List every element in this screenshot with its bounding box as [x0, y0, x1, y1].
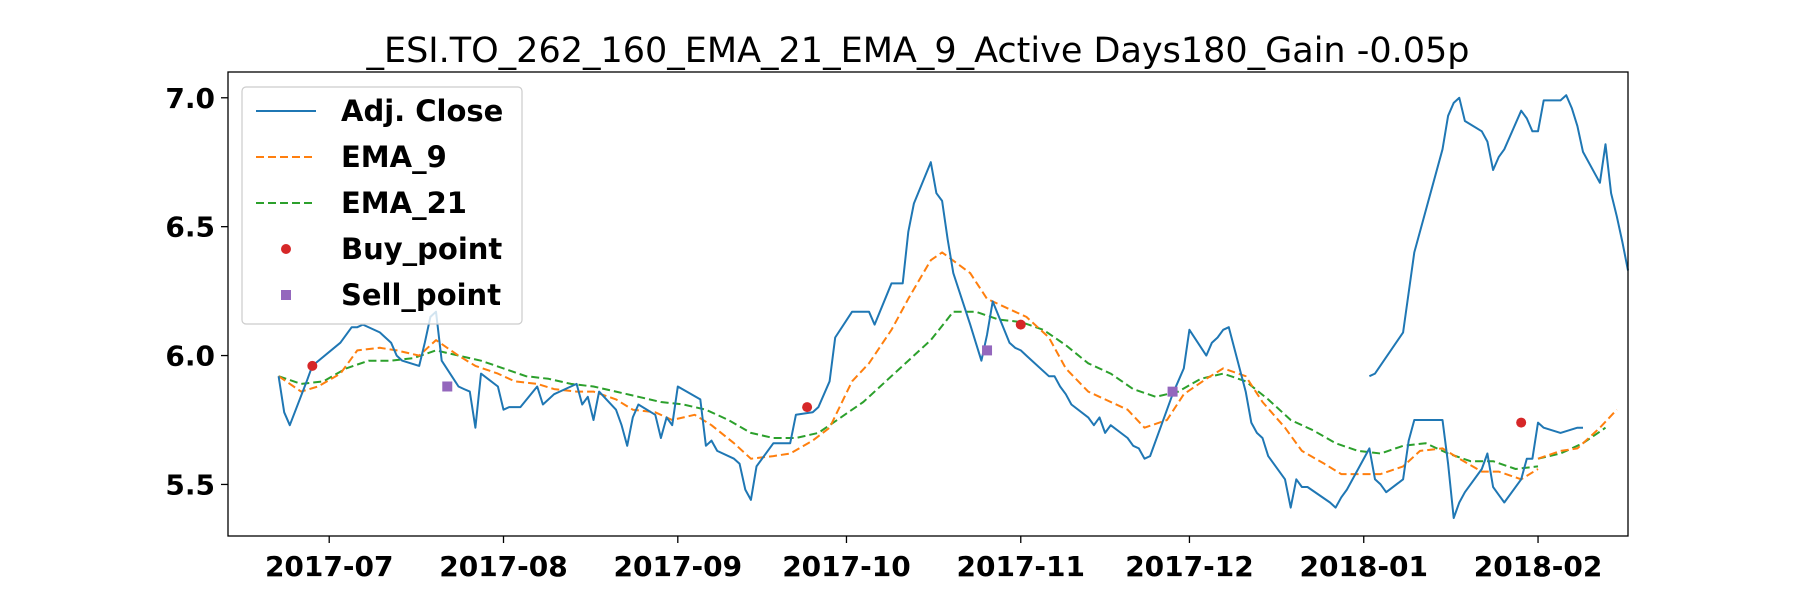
legend-swatch-buy-point [281, 244, 291, 254]
x-tick-label: 2017-12 [1125, 550, 1254, 583]
series-line-ema-21 [278, 310, 1539, 470]
legend-label-ema-21: EMA_21 [341, 186, 467, 220]
buy-point-marker-1 [307, 360, 318, 371]
x-axis: 2017-07 2017-08 2017-09 2017-10 2017-11 2017-… [265, 536, 1602, 583]
chart-title: _ESI.TO_262_160_EMA_21_EMA_9_Active Days… [365, 31, 1469, 71]
series-line-adj-close [277, 161, 1583, 519]
sell-point-marker-3 [1167, 386, 1178, 397]
x-tick-label: 2017-09 [614, 550, 743, 583]
y-tick-label: 7.0 [165, 82, 215, 115]
legend-label-sell-point: Sell_point [341, 278, 501, 312]
sell-point-marker-1 [442, 381, 453, 392]
series-line-adj-close-continued [1368, 94, 1629, 378]
legend-swatch-sell-point [281, 290, 291, 300]
series-line-ema-9 [278, 251, 1539, 481]
series-line-ema-9-continued [1537, 409, 1618, 460]
x-tick-label: 2017-11 [957, 550, 1086, 583]
x-tick-label: 2017-08 [439, 550, 568, 583]
x-tick-label: 2017-10 [782, 550, 911, 583]
buy-point-marker-4 [1516, 417, 1527, 428]
plot-area [277, 94, 1629, 519]
legend: Adj. Close EMA_9 EMA_21 Buy_point Sell_point [241, 86, 523, 325]
y-tick-label: 5.5 [165, 468, 215, 501]
legend-label-ema-9: EMA_9 [341, 140, 447, 174]
x-tick-label: 2017-07 [265, 550, 394, 583]
buy-point-marker-2 [802, 402, 813, 413]
buy-point-marker-3 [1015, 319, 1026, 330]
legend-label-adj-close: Adj. Close [341, 94, 503, 128]
sell-point-marker-2 [982, 345, 993, 356]
legend-box [241, 86, 523, 325]
plot-frame [227, 71, 1629, 537]
y-tick-label: 6.0 [165, 340, 215, 373]
x-tick-label: 2018-01 [1299, 550, 1428, 583]
x-tick-label: 2018-02 [1474, 550, 1603, 583]
y-axis: 5.5 6.0 6.5 7.0 [165, 82, 228, 501]
y-tick-label: 6.5 [165, 211, 215, 244]
legend-label-buy-point: Buy_point [341, 232, 502, 266]
series-line-ema-21-continued [1537, 426, 1607, 460]
